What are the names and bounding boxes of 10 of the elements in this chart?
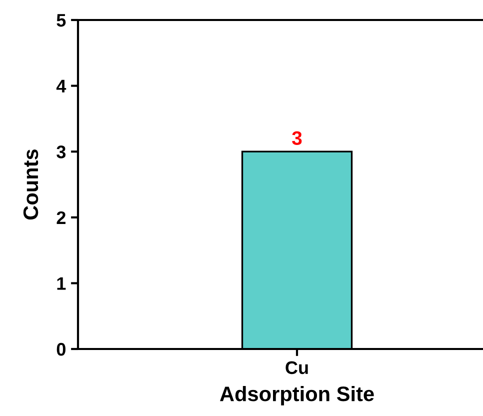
y-axis-title: Counts [23, 149, 38, 220]
data-label: 3 [292, 131, 302, 146]
y-tick-label: 5 [56, 14, 66, 27]
y-tick-label: 1 [57, 277, 66, 290]
y-tick-label: 3 [56, 146, 66, 158]
x-axis-title: Adsorption Site [220, 386, 374, 406]
x-tick-label: Cu [286, 361, 308, 374]
y-tick-label: 2 [56, 211, 66, 224]
y-tick-label: 0 [56, 342, 66, 356]
y-tick-label: 4 [56, 80, 66, 92]
